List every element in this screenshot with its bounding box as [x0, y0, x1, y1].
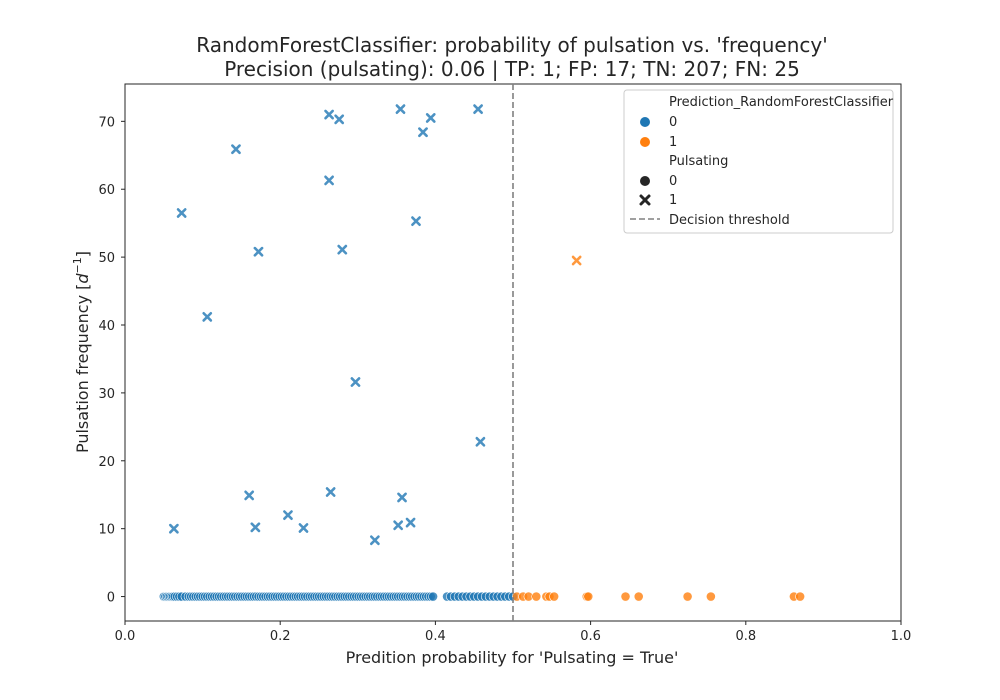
- data-point-pred0-puls1: [395, 104, 406, 115]
- legend-marker-prediction-1: [640, 137, 650, 147]
- data-point-pred0-puls1: [253, 246, 264, 257]
- legend-frame: [623, 89, 894, 234]
- x-tick-label: 0.4: [425, 629, 446, 644]
- x-tick-label: 0.6: [580, 629, 601, 644]
- y-tick-label: 20: [98, 455, 115, 470]
- data-point-pred0-puls1: [411, 216, 421, 227]
- data-point-pred0-puls1: [473, 104, 483, 115]
- y-axis-label-unit: d: [73, 273, 92, 284]
- data-point-pred0-puls1: [324, 109, 334, 120]
- data-point-pred0-puls1: [324, 175, 334, 186]
- data-point-pred0-puls1: [405, 517, 416, 528]
- data-point-pred0-puls1: [418, 127, 428, 138]
- x-axis-label: Predition probability for 'Pulsating = T…: [346, 648, 679, 667]
- legend-style-item-0: 0: [669, 174, 677, 189]
- y-tick-label: 10: [98, 523, 115, 538]
- y-tick-label: 0: [107, 591, 115, 606]
- data-point-pred0-puls1: [244, 490, 255, 501]
- legend-marker-prediction-0: [640, 117, 650, 127]
- x-tick-label: 0.0: [115, 629, 136, 644]
- y-tick-label: 40: [98, 319, 115, 334]
- data-point-pred1-puls1: [571, 255, 582, 266]
- data-point-pred0-puls1: [202, 311, 213, 322]
- y-tick-label: 50: [98, 251, 115, 266]
- chart-title-line-1: RandomForestClassifier: probability of p…: [196, 33, 827, 57]
- data-points: [158, 104, 806, 602]
- legend-hue-item-0: 0: [669, 115, 677, 130]
- data-point-pred1-puls0: [682, 591, 693, 602]
- legend-hue-item-1: 1: [669, 135, 677, 150]
- data-point-pred0-puls1: [283, 510, 293, 520]
- data-point-pred0-puls1: [337, 244, 348, 255]
- y-axis-label-exponent: −1: [71, 257, 84, 273]
- data-point-pred0-puls1: [350, 377, 361, 387]
- data-point-pred0-puls1: [393, 520, 404, 531]
- y-axis-ticks: 0 10 20 30 40 50 60 70: [98, 115, 125, 606]
- x-tick-label: 1.0: [891, 629, 912, 644]
- y-tick-label: 60: [98, 183, 115, 198]
- data-point-pred1-puls0: [531, 591, 542, 602]
- data-point-pred0-puls1: [325, 487, 336, 497]
- data-point-pred0-puls0: [428, 591, 438, 602]
- data-point-pred0-puls1: [475, 436, 486, 447]
- legend-threshold-label: Decision threshold: [669, 213, 790, 228]
- chart-title-line-2: Precision (pulsating): 0.06 | TP: 1; FP:…: [224, 57, 800, 81]
- y-tick-label: 30: [98, 387, 115, 402]
- y-tick-label: 70: [98, 115, 115, 130]
- data-point-pred0-puls1: [231, 144, 241, 155]
- data-point-pred0-puls1: [250, 522, 261, 533]
- legend: Prediction_RandomForestClassifier 0 1 Pu…: [623, 89, 894, 234]
- legend-style-title: Pulsating: [669, 154, 728, 169]
- data-point-pred1-puls0: [549, 591, 560, 602]
- legend-hue-title: Prediction_RandomForestClassifier: [669, 95, 894, 110]
- data-point-pred0-puls1: [298, 523, 309, 533]
- data-point-pred0-puls1: [176, 208, 187, 218]
- data-point-pred0-puls1: [397, 492, 407, 503]
- data-point-pred1-puls0: [583, 591, 594, 602]
- x-tick-label: 0.8: [735, 629, 756, 644]
- data-point-pred0-puls1: [168, 523, 179, 534]
- legend-marker-pulsating-1: [639, 194, 651, 206]
- x-axis-ticks: 0.0 0.2 0.4 0.6 0.8 1.0: [115, 621, 912, 644]
- x-tick-label: 0.2: [270, 629, 291, 644]
- data-point-pred1-puls0: [795, 591, 806, 602]
- data-point-pred1-puls0: [620, 591, 631, 602]
- legend-marker-pulsating-0: [640, 176, 650, 186]
- y-axis-label-close: ]: [73, 251, 92, 257]
- data-point-pred0-puls1: [425, 113, 436, 123]
- data-point-pred0-puls1: [334, 114, 345, 125]
- data-point-pred1-puls0: [705, 591, 716, 602]
- data-point-pred0-puls1: [369, 535, 380, 546]
- legend-style-item-1: 1: [669, 193, 677, 208]
- data-point-pred1-puls0: [633, 591, 644, 602]
- y-axis-label-text: Pulsation frequency [: [73, 284, 92, 453]
- y-axis-label: Pulsation frequency [d−1]: [71, 251, 92, 453]
